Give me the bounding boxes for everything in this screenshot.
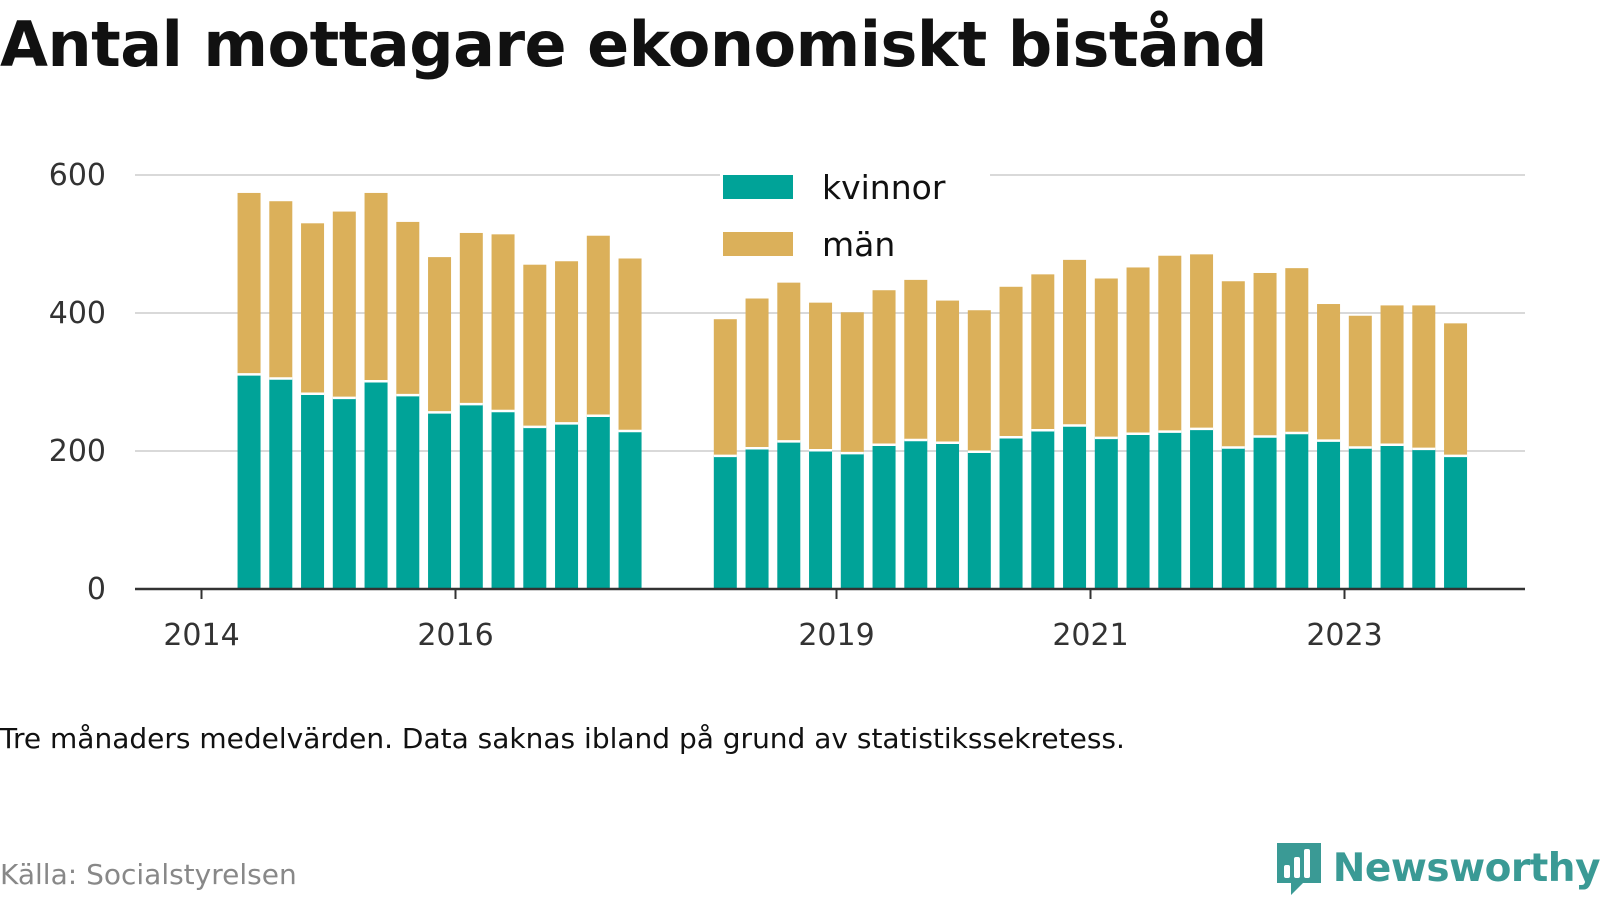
bar-man [1221, 281, 1245, 448]
legend-swatch-man [723, 232, 793, 256]
bar-man [1317, 304, 1341, 441]
bar-man [713, 319, 737, 456]
bar-man [809, 302, 833, 451]
bar-man [555, 261, 579, 424]
bar-kvinnor [618, 430, 642, 589]
bar-man [999, 286, 1023, 438]
bar-kvinnor [1126, 433, 1150, 589]
bar-man [745, 298, 769, 449]
bar-man [491, 234, 515, 411]
bar-kvinnor [1158, 431, 1182, 589]
bar-man [1412, 305, 1436, 449]
x-tick-label: 2014 [163, 618, 239, 653]
bar-kvinnor [1444, 455, 1468, 589]
bar-man [1348, 315, 1372, 448]
bar-kvinnor [1190, 428, 1214, 589]
bar-man [586, 235, 610, 416]
bar-kvinnor [1348, 447, 1372, 589]
bar-kvinnor [555, 423, 579, 589]
newsworthy-logo-icon [1276, 843, 1321, 895]
bar-kvinnor [491, 410, 515, 589]
bar-kvinnor [872, 444, 896, 589]
legend-label-kvinnor: kvinnor [822, 168, 946, 207]
bar-man [1063, 259, 1087, 426]
x-tick-label: 2023 [1306, 618, 1382, 653]
chart-note: Tre månaders medelvärden. Data saknas ib… [0, 722, 1125, 755]
bar-man [777, 282, 801, 442]
x-axis: 2014 2016 2019 2021 2023 [135, 587, 1525, 653]
y-tick-label: 400 [49, 296, 106, 331]
bar-kvinnor [332, 397, 356, 589]
bar-kvinnor [809, 450, 833, 589]
x-tick-label: 2016 [417, 618, 493, 653]
bar-man [332, 211, 356, 398]
bar-man [1285, 268, 1309, 434]
bar-man [364, 192, 388, 382]
legend-swatch-kvinnor [723, 175, 793, 199]
y-tick-label: 200 [49, 434, 106, 469]
legend-label-man: män [822, 225, 895, 264]
bar-kvinnor [459, 404, 483, 589]
brand-name: Newsworthy [1332, 845, 1600, 891]
bar-man [1031, 274, 1055, 431]
bar-kvinnor [1221, 447, 1245, 589]
bar-man [269, 201, 293, 379]
bar-man [1190, 254, 1214, 429]
bar-kvinnor [745, 448, 769, 589]
bar-kvinnor [364, 381, 388, 589]
bar-man [396, 221, 420, 396]
bar-kvinnor [1317, 440, 1341, 589]
bar-man [1380, 305, 1404, 445]
y-tick-label: 600 [49, 158, 106, 193]
bar-kvinnor [1285, 433, 1309, 589]
bar-man [618, 258, 642, 431]
bar-man [1253, 272, 1277, 437]
bar-kvinnor [777, 441, 801, 589]
bar-kvinnor [1063, 425, 1087, 589]
bar-kvinnor [967, 451, 991, 589]
y-tick-label: 0 [87, 572, 106, 607]
bar-man [428, 257, 452, 413]
bar-man [904, 279, 928, 440]
bar-kvinnor [713, 455, 737, 589]
bar-kvinnor [428, 412, 452, 589]
bar-kvinnor [237, 374, 261, 589]
bar-man [872, 290, 896, 445]
bar-kvinnor [1412, 448, 1436, 589]
bar-kvinnor [1094, 437, 1118, 589]
x-tick-label: 2021 [1052, 618, 1128, 653]
bar-man [459, 232, 483, 405]
bar-kvinnor [1380, 444, 1404, 589]
chart-title: Antal mottagare ekonomiskt bistånd [0, 8, 1267, 81]
bar-man [1126, 267, 1150, 434]
x-tick-label: 2019 [798, 618, 874, 653]
chart-area: 0 200 400 600 2014 2016 2019 2021 2023 kvinnor … [49, 158, 1525, 653]
bar-man [523, 264, 547, 427]
bar-kvinnor [523, 426, 547, 589]
bar-kvinnor [999, 437, 1023, 589]
y-axis-ticks: 0 200 400 600 [49, 158, 106, 607]
bar-kvinnor [396, 395, 420, 589]
bar-man [301, 223, 325, 394]
bar-man [967, 310, 991, 452]
bar-kvinnor [904, 439, 928, 589]
source-label: Källa: Socialstyrelsen [0, 858, 297, 891]
bar-man [1158, 255, 1182, 432]
bar-man [1444, 323, 1468, 456]
bar-kvinnor [301, 393, 325, 589]
bar-kvinnor [936, 442, 960, 589]
bar-kvinnor [586, 415, 610, 589]
bars [237, 192, 1468, 589]
bar-man [1094, 278, 1118, 438]
bar-man [840, 312, 864, 454]
bar-kvinnor [1031, 430, 1055, 589]
bar-kvinnor [840, 453, 864, 589]
bar-man [237, 192, 261, 375]
legend: kvinnor män [720, 166, 990, 276]
bar-kvinnor [269, 378, 293, 589]
bar-man [936, 300, 960, 443]
brand-logo: Newsworthy [1273, 838, 1600, 898]
bar-kvinnor [1253, 436, 1277, 589]
